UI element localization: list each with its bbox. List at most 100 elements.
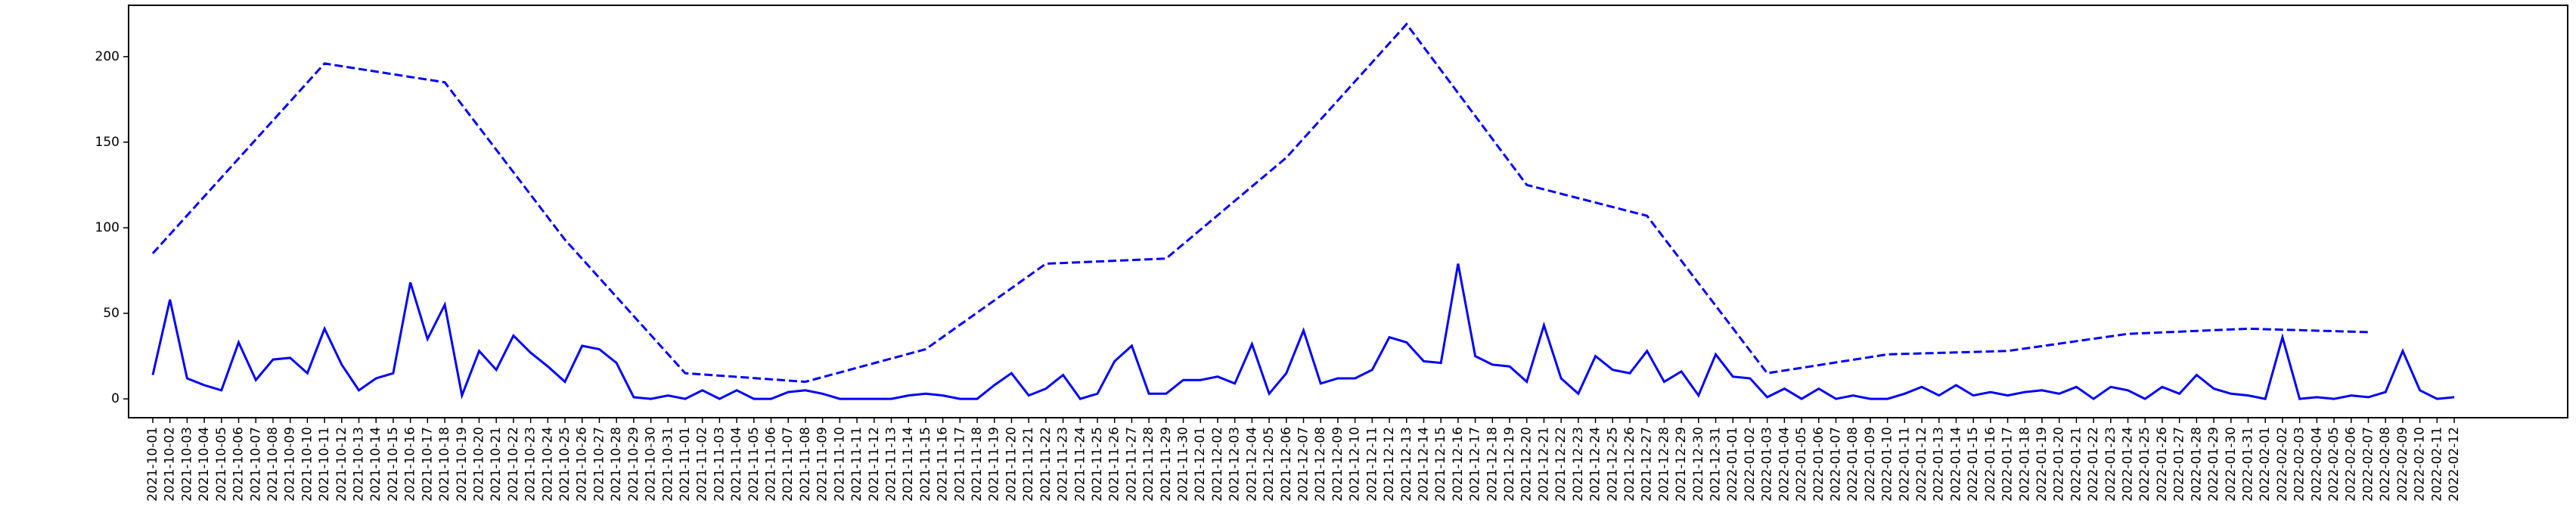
x-tick-label: 2022-02-02 xyxy=(2275,427,2290,502)
x-tick-label: 2021-10-02 xyxy=(163,427,178,502)
x-tick-label: 2021-10-31 xyxy=(660,427,675,502)
x-tick-label: 2021-12-22 xyxy=(1553,427,1569,502)
x-tick-label: 2022-01-08 xyxy=(1845,427,1861,502)
x-tick-label: 2021-10-28 xyxy=(609,427,624,502)
x-tick-label: 2021-12-13 xyxy=(1399,427,1414,502)
x-tick-label: 2022-02-08 xyxy=(2378,427,2393,502)
x-tick-label: 2021-11-24 xyxy=(1072,427,1088,502)
x-tick-label: 2021-12-28 xyxy=(1656,427,1671,502)
x-tick-label: 2021-11-16 xyxy=(936,427,951,502)
x-tick-label: 2021-12-14 xyxy=(1416,427,1431,502)
x-tick-label: 2021-10-23 xyxy=(523,427,538,502)
x-tick-label: 2021-10-18 xyxy=(437,427,452,502)
x-tick-label: 2021-12-07 xyxy=(1296,427,1311,502)
x-tick-label: 2022-01-03 xyxy=(1760,427,1775,502)
x-tick-label: 2022-02-01 xyxy=(2258,427,2273,502)
x-tick-label: 2022-01-09 xyxy=(1863,427,1878,502)
x-tick-label: 2021-10-30 xyxy=(644,427,659,502)
x-tick-label: 2021-10-19 xyxy=(455,427,470,502)
x-tick-label: 2021-11-09 xyxy=(815,427,830,502)
x-tick-label: 2021-11-21 xyxy=(1021,427,1036,502)
x-tick-label: 2021-10-16 xyxy=(403,427,418,502)
x-tick-label: 2021-12-26 xyxy=(1622,427,1637,502)
x-tick-label: 2021-12-24 xyxy=(1588,427,1603,502)
x-tick-label: 2022-02-06 xyxy=(2344,427,2359,502)
x-tick-label: 2021-12-01 xyxy=(1193,427,1208,502)
x-tick-label: 2021-12-02 xyxy=(1210,427,1225,502)
x-tick-label: 2021-10-05 xyxy=(214,427,229,502)
x-tick-label: 2022-01-05 xyxy=(1794,427,1809,502)
y-tick-label: 200 xyxy=(95,49,119,64)
x-tick-label: 2021-11-27 xyxy=(1124,427,1139,502)
x-tick-label: 2021-11-19 xyxy=(987,427,1002,502)
x-tick-label: 2021-11-05 xyxy=(746,427,762,502)
x-tick-label: 2022-01-28 xyxy=(2189,427,2204,502)
y-tick-label: 50 xyxy=(103,306,119,321)
x-tick-label: 2021-11-20 xyxy=(1004,427,1019,502)
x-tick-label: 2022-02-05 xyxy=(2326,427,2342,502)
x-tick-label: 2021-12-09 xyxy=(1330,427,1345,502)
x-tick-label: 2021-10-22 xyxy=(506,427,521,502)
x-tick-label: 2021-11-10 xyxy=(832,427,847,502)
x-tick-label: 2021-12-31 xyxy=(1709,427,1724,502)
x-tick-label: 2021-12-04 xyxy=(1244,427,1259,502)
x-tick-label: 2021-12-05 xyxy=(1262,427,1277,502)
x-tick-label: 2022-02-12 xyxy=(2447,427,2462,502)
x-tick-label: 2021-12-19 xyxy=(1502,427,1517,502)
x-tick-label: 2021-10-01 xyxy=(145,427,160,502)
x-tick-label: 2021-10-10 xyxy=(299,427,315,502)
x-tick-label: 2022-01-26 xyxy=(2155,427,2170,502)
line xyxy=(151,263,2455,400)
x-tick-label: 2021-12-27 xyxy=(1640,427,1655,502)
x-tick-label: 2021-10-04 xyxy=(197,427,212,502)
x-tick-label: 2022-01-25 xyxy=(2137,427,2152,502)
x-tick-label: 2021-12-20 xyxy=(1519,427,1535,502)
y-tick-label: 0 xyxy=(111,391,119,406)
x-tick-label: 2021-12-08 xyxy=(1313,427,1328,502)
x-tick-label: 2021-11-28 xyxy=(1141,427,1156,502)
x-tick-label: 2022-01-31 xyxy=(2240,427,2255,502)
x-tick-label: 2021-11-07 xyxy=(781,427,796,502)
dashed-line xyxy=(151,22,2369,384)
x-tick-label: 2021-12-06 xyxy=(1279,427,1294,502)
x-tick-label: 2021-10-13 xyxy=(352,427,367,502)
x-tick-label: 2022-01-02 xyxy=(1743,427,1758,502)
x-tick-label: 2021-11-14 xyxy=(901,427,916,502)
x-tick-label: 2021-10-08 xyxy=(265,427,281,502)
x-tick-label: 2021-12-29 xyxy=(1674,427,1689,502)
x-tick-label: 2021-12-10 xyxy=(1348,427,1363,502)
x-tick-label: 2021-10-27 xyxy=(591,427,607,502)
x-tick-label: 2021-11-29 xyxy=(1159,427,1174,502)
x-tick-label: 2021-11-26 xyxy=(1107,427,1122,502)
x-tick-label: 2021-11-04 xyxy=(729,427,744,502)
x-tick-label: 2021-10-11 xyxy=(317,427,332,502)
x-tick-label: 2022-02-09 xyxy=(2395,427,2410,502)
x-tick-label: 2021-10-07 xyxy=(248,427,263,502)
x-tick-label: 2021-12-12 xyxy=(1382,427,1397,502)
x-tick-label: 2022-01-20 xyxy=(2052,427,2067,502)
x-tick-label: 2022-01-11 xyxy=(1897,427,1912,502)
x-tick-label: 2021-11-12 xyxy=(867,427,882,502)
x-tick-label: 2021-10-12 xyxy=(334,427,349,502)
x-tick-label: 2022-01-16 xyxy=(1983,427,1998,502)
x-tick-label: 2021-10-26 xyxy=(575,427,590,502)
x-tick-label: 2021-11-08 xyxy=(798,427,813,502)
x-tick-label: 2022-01-29 xyxy=(2206,427,2221,502)
x-tick-label: 2021-12-16 xyxy=(1451,427,1466,502)
x-tick-label: 2021-10-06 xyxy=(231,427,247,502)
x-tick-label: 2021-11-23 xyxy=(1056,427,1071,502)
x-tick-label: 2022-01-06 xyxy=(1811,427,1826,502)
x-tick-label: 2021-12-25 xyxy=(1605,427,1620,502)
x-tick-label: 2021-11-13 xyxy=(883,427,898,502)
x-tick-label: 2021-11-06 xyxy=(764,427,779,502)
x-tick-label: 2021-12-18 xyxy=(1485,427,1500,502)
x-tick-label: 2022-01-30 xyxy=(2224,427,2239,502)
x-tick-label: 2021-10-15 xyxy=(386,427,401,502)
x-tick-label: 2021-10-03 xyxy=(179,427,194,502)
x-tick-label: 2021-12-11 xyxy=(1364,427,1380,502)
x-tick-label: 2021-12-15 xyxy=(1433,427,1448,502)
x-tick-label: 2021-12-21 xyxy=(1536,427,1551,502)
x-tick-label: 2022-01-04 xyxy=(1777,427,1792,502)
x-tick-label: 2021-10-17 xyxy=(420,427,435,502)
